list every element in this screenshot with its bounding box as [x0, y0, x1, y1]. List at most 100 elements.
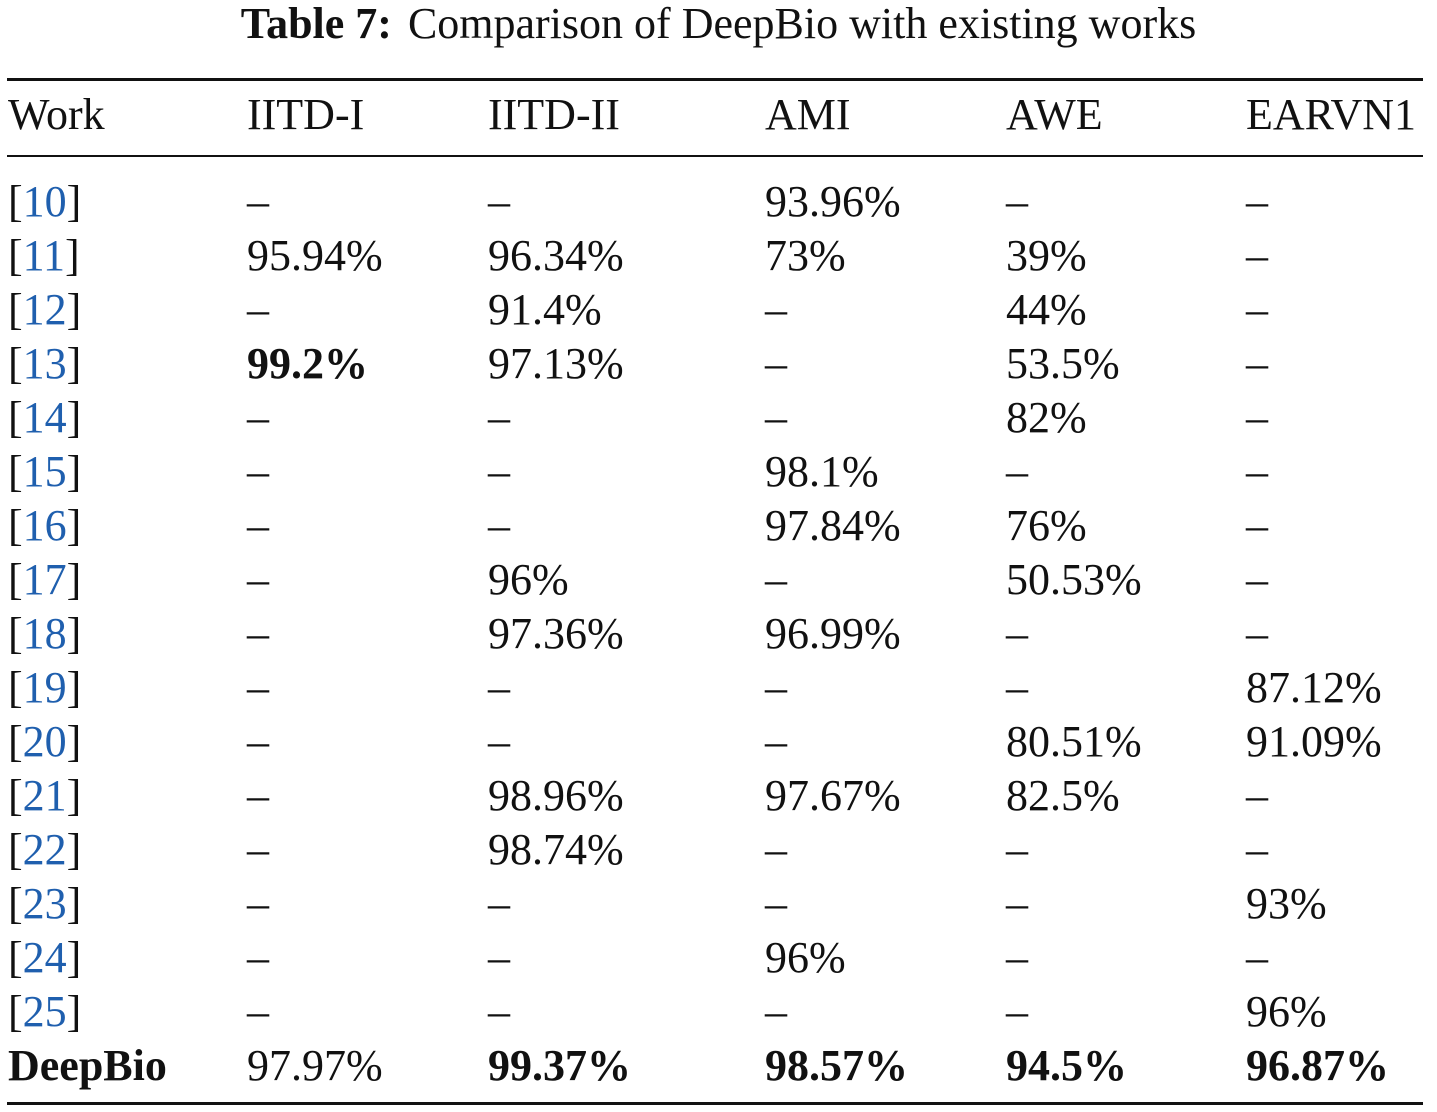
table-cell: – [1246, 339, 1268, 388]
citation-link[interactable]: 10 [22, 177, 67, 226]
table-cell: – [247, 393, 269, 442]
header-iitd-ii: IITD-II [488, 90, 620, 139]
table-cell: – [1246, 231, 1268, 280]
table-cell: – [1006, 447, 1028, 496]
work-citation: [18] [8, 607, 81, 661]
citation-bracket: ] [66, 771, 82, 820]
work-citation: [22] [8, 823, 81, 877]
header-ami: AMI [765, 90, 851, 139]
citation-bracket: ] [66, 555, 82, 604]
citation-bracket: ] [66, 717, 82, 766]
table-cell: 98.96% [488, 771, 624, 820]
citation-link[interactable]: 15 [22, 447, 67, 496]
citation-bracket: ] [66, 609, 82, 658]
table-cell: 94.5% [1006, 1041, 1127, 1090]
table-row: [12] – 91.4% – 44% – [0, 283, 1437, 337]
citation-link[interactable]: 17 [22, 555, 67, 604]
table-row: [24] – – 96% – – [0, 931, 1437, 985]
citation-link[interactable]: 18 [22, 609, 67, 658]
table-cell: 39% [1006, 231, 1087, 280]
table-cell: – [247, 933, 269, 982]
table-row: [15] – – 98.1% – – [0, 445, 1437, 499]
citation-link[interactable]: 24 [22, 933, 67, 982]
citation-link[interactable]: 11 [22, 231, 66, 280]
table-cell: – [247, 501, 269, 550]
table-cell: 98.57% [765, 1041, 908, 1090]
header-awe: AWE [1006, 90, 1103, 139]
table-cell: – [247, 285, 269, 334]
table-cell: 98.1% [765, 447, 879, 496]
citation-bracket: ] [66, 663, 82, 712]
work-citation: [16] [8, 499, 81, 553]
table-cell: – [488, 393, 510, 442]
citation-link[interactable]: 16 [22, 501, 67, 550]
citation-bracket: [ [8, 609, 23, 658]
table-cell: 97.67% [765, 771, 901, 820]
table-cell: 87.12% [1246, 663, 1382, 712]
table-row: [20] – – – 80.51% 91.09% [0, 715, 1437, 769]
work-citation: [24] [8, 931, 81, 985]
table-cell: 99.2% [247, 339, 368, 388]
table-cell: 99.37% [488, 1041, 631, 1090]
table-row: [18] – 97.36% 96.99% – – [0, 607, 1437, 661]
citation-bracket: ] [66, 177, 82, 226]
citation-bracket: [ [8, 771, 23, 820]
citation-bracket: ] [66, 339, 82, 388]
citation-bracket: [ [8, 285, 23, 334]
citation-link[interactable]: 13 [22, 339, 67, 388]
citation-link[interactable]: 20 [22, 717, 67, 766]
work-citation: [14] [8, 391, 81, 445]
citation-bracket: ] [65, 231, 80, 280]
citation-link[interactable]: 25 [22, 987, 67, 1036]
citation-bracket: [ [8, 717, 23, 766]
header-rule [7, 155, 1423, 157]
table-cell: – [488, 447, 510, 496]
table-cell: – [1006, 987, 1028, 1036]
table-cell: 96% [488, 555, 569, 604]
work-citation: [25] [8, 985, 81, 1039]
citation-bracket: [ [8, 447, 23, 496]
table-cell: 73% [765, 231, 846, 280]
work-citation: [19] [8, 661, 81, 715]
table-cell: – [1006, 609, 1028, 658]
header-work: Work [8, 90, 105, 139]
work-citation: [13] [8, 337, 81, 391]
citation-link[interactable]: 23 [22, 879, 67, 928]
citation-bracket: ] [66, 447, 82, 496]
work-name: DeepBio [8, 1041, 167, 1090]
work-citation: [21] [8, 769, 81, 823]
caption-label: Table 7: [240, 0, 392, 48]
table-cell: – [1246, 933, 1268, 982]
citation-bracket: ] [66, 285, 82, 334]
table-cell: 98.74% [488, 825, 624, 874]
table-cell: – [765, 825, 787, 874]
table-cell: – [488, 987, 510, 1036]
table-caption: Table 7: Comparison of DeepBio with exist… [0, 0, 1437, 50]
table-cell: – [1246, 555, 1268, 604]
table-header-row: Work IITD-I IITD-II AMI AWE EARVN1 [0, 88, 1437, 142]
table-cell: – [488, 501, 510, 550]
citation-bracket: ] [66, 879, 82, 928]
top-rule [7, 78, 1423, 81]
citation-bracket: ] [66, 825, 82, 874]
table-cell: – [1246, 609, 1268, 658]
citation-link[interactable]: 12 [22, 285, 67, 334]
citation-link[interactable]: 19 [22, 663, 67, 712]
citation-bracket: [ [8, 933, 23, 982]
table-cell: 44% [1006, 285, 1087, 334]
table-cell: – [247, 987, 269, 1036]
work-citation: [11] [8, 229, 80, 283]
table-cell: – [488, 663, 510, 712]
citation-link[interactable]: 21 [22, 771, 67, 820]
table-cell: 97.36% [488, 609, 624, 658]
citation-bracket: [ [8, 339, 23, 388]
citation-bracket: ] [66, 933, 82, 982]
table-cell: – [1006, 663, 1028, 712]
table-cell: – [765, 339, 787, 388]
table-cell: – [765, 555, 787, 604]
table-cell: – [765, 717, 787, 766]
citation-link[interactable]: 14 [22, 393, 67, 442]
table-cell: – [1006, 825, 1028, 874]
table-cell: – [247, 177, 269, 226]
citation-link[interactable]: 22 [22, 825, 67, 874]
